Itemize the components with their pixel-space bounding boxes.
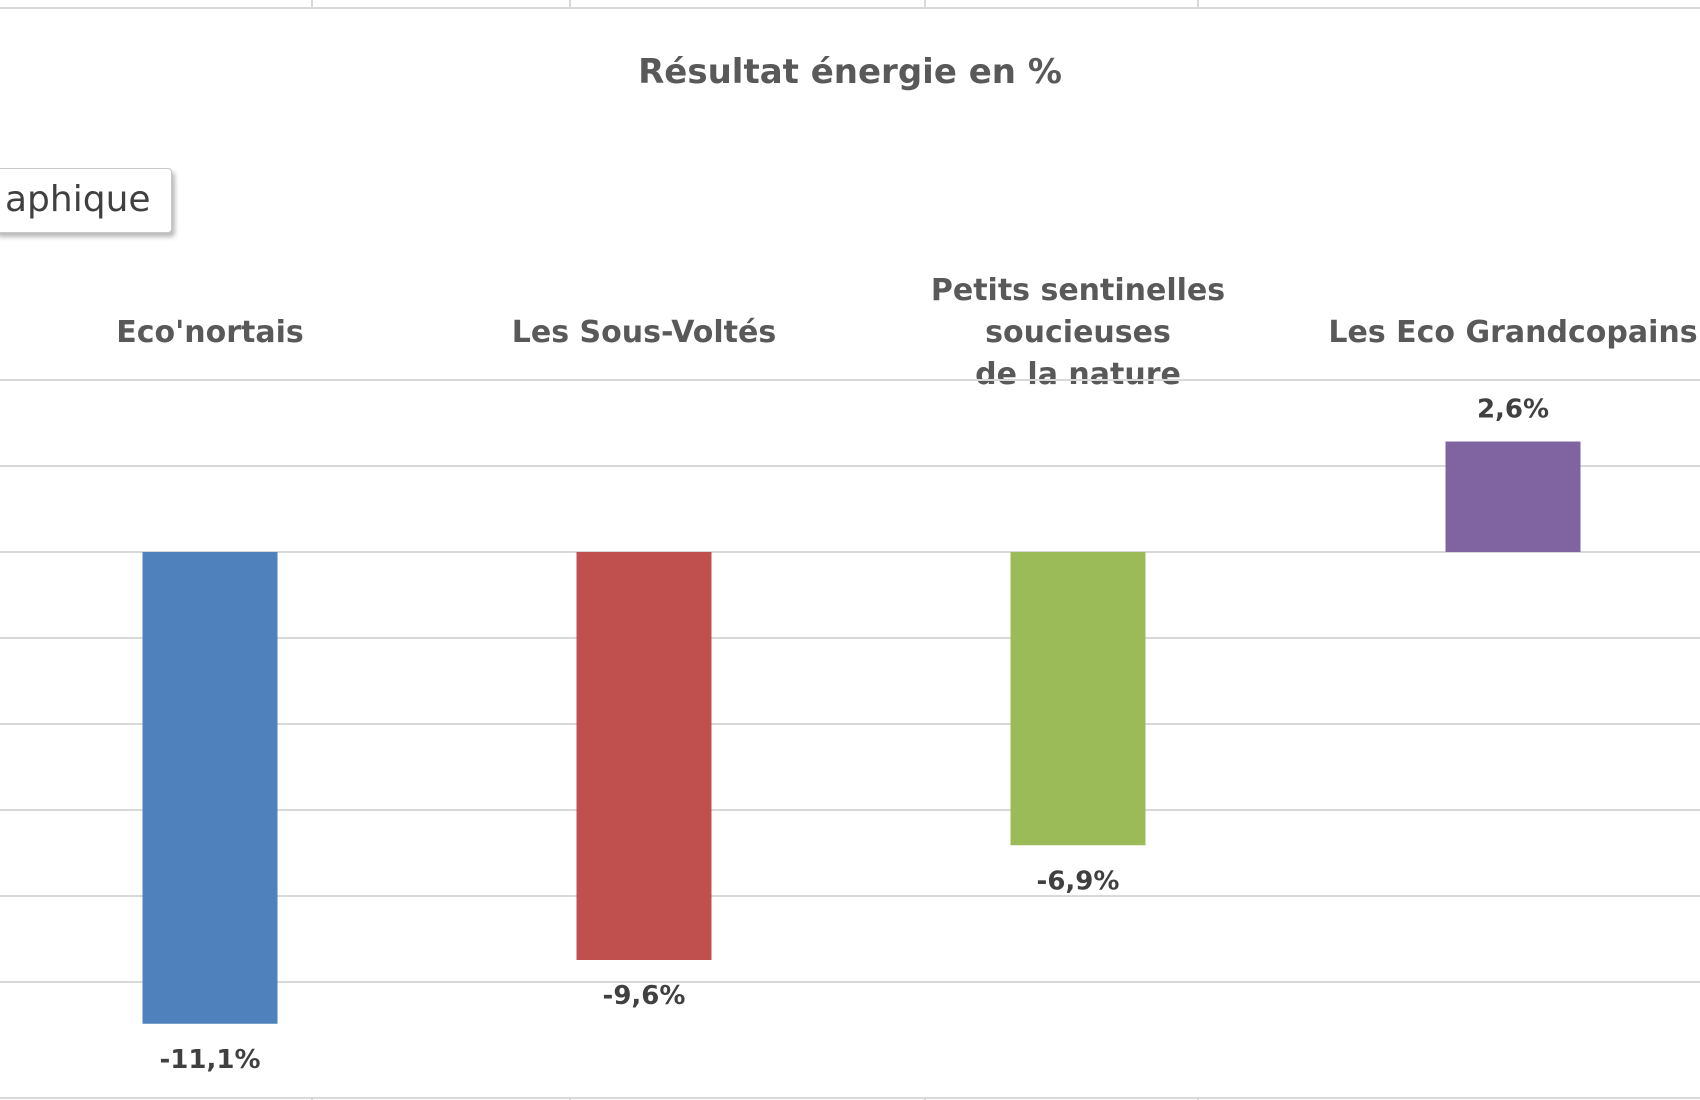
data-label: -11,1% [160, 1045, 261, 1075]
category-label-line: Eco'nortais [116, 315, 304, 350]
category-label: Les Sous-Voltés [414, 312, 874, 354]
bar-series [142, 441, 1581, 1024]
data-label: 2,6% [1477, 395, 1549, 425]
bar[interactable] [576, 552, 712, 960]
category-label-line: de la nature [975, 357, 1181, 392]
chart-tooltip[interactable]: aphique [0, 168, 172, 233]
value-gridlines [0, 379, 1700, 983]
category-label-line: Les Sous-Voltés [511, 315, 777, 350]
category-label: Eco'nortais [0, 312, 440, 354]
bar[interactable] [1445, 441, 1581, 553]
chart-title: Résultat énergie en % [638, 52, 1062, 92]
bar[interactable] [142, 552, 278, 1024]
bar[interactable] [1010, 552, 1146, 846]
data-label: -9,6% [603, 981, 686, 1011]
category-label-line: Petits sentinelles soucieuses [930, 273, 1226, 350]
data-labels: -11,1% -9,6% -6,9% 2,6% [160, 395, 1550, 1075]
data-label: -6,9% [1037, 866, 1120, 896]
category-label-line: Les Eco Grandcopains [1328, 315, 1698, 350]
category-label: Petits sentinelles soucieuses de la natur… [848, 270, 1308, 396]
category-label: Les Eco Grandcopains [1283, 312, 1700, 354]
